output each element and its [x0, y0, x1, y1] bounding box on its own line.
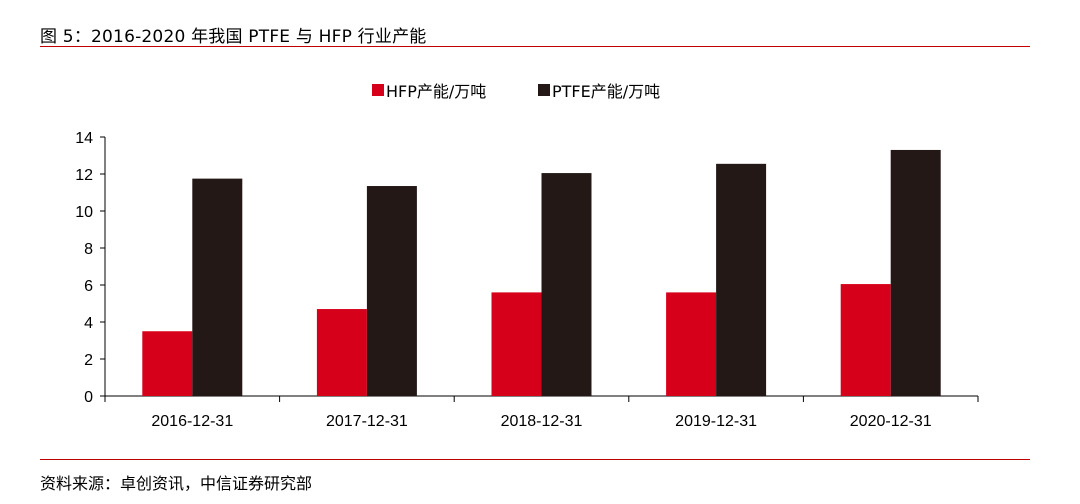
x-tick-label: 2019-12-31 — [675, 413, 757, 430]
y-tick-label: 4 — [84, 315, 93, 332]
x-tick-label: 2018-12-31 — [501, 413, 583, 430]
y-tick-label: 8 — [84, 241, 93, 258]
ptfe-bar — [890, 149, 941, 396]
hfp-bar — [316, 309, 367, 396]
ptfe-bar — [192, 178, 243, 396]
figure-title: 图 5：2016-2020 年我国 PTFE 与 HFP 行业产能 — [40, 27, 427, 47]
x-tick-label: 2017-12-31 — [326, 413, 408, 430]
ptfe-bar — [541, 173, 592, 396]
bar-series — [142, 149, 941, 396]
source-divider — [40, 459, 1030, 460]
ptfe-bar — [716, 163, 767, 396]
y-tick-label: 10 — [75, 204, 93, 221]
hfp-bar — [491, 292, 542, 396]
source-note: 资料来源：卓创资讯，中信证券研究部 — [40, 474, 313, 493]
legend-swatch — [372, 84, 384, 96]
y-tick-label: 14 — [75, 130, 93, 147]
x-tick-label: 2020-12-31 — [850, 413, 932, 430]
x-axis: 2016-12-31 2017-12-31 2018-12-31 2019-12-31… — [104, 395, 979, 430]
y-tick-label: 0 — [84, 389, 93, 406]
chart-legend: HFP产能/万吨 PTFE产能/万吨 — [372, 82, 660, 101]
title-divider — [40, 46, 1030, 47]
legend-label: HFP产能/万吨 — [386, 82, 486, 101]
y-tick-label: 2 — [84, 352, 93, 369]
y-tick-label: 6 — [84, 278, 93, 295]
hfp-bar — [840, 284, 891, 396]
legend-swatch — [538, 84, 550, 96]
legend-label: PTFE产能/万吨 — [552, 82, 660, 101]
x-tick-label: 2016-12-31 — [151, 413, 233, 430]
hfp-bar — [142, 331, 193, 396]
y-tick-label: 12 — [75, 167, 93, 184]
ptfe-bar — [366, 186, 417, 396]
hfp-bar — [666, 292, 717, 396]
y-axis: 0 2 4 6 8 10 12 14 — [75, 130, 106, 406]
